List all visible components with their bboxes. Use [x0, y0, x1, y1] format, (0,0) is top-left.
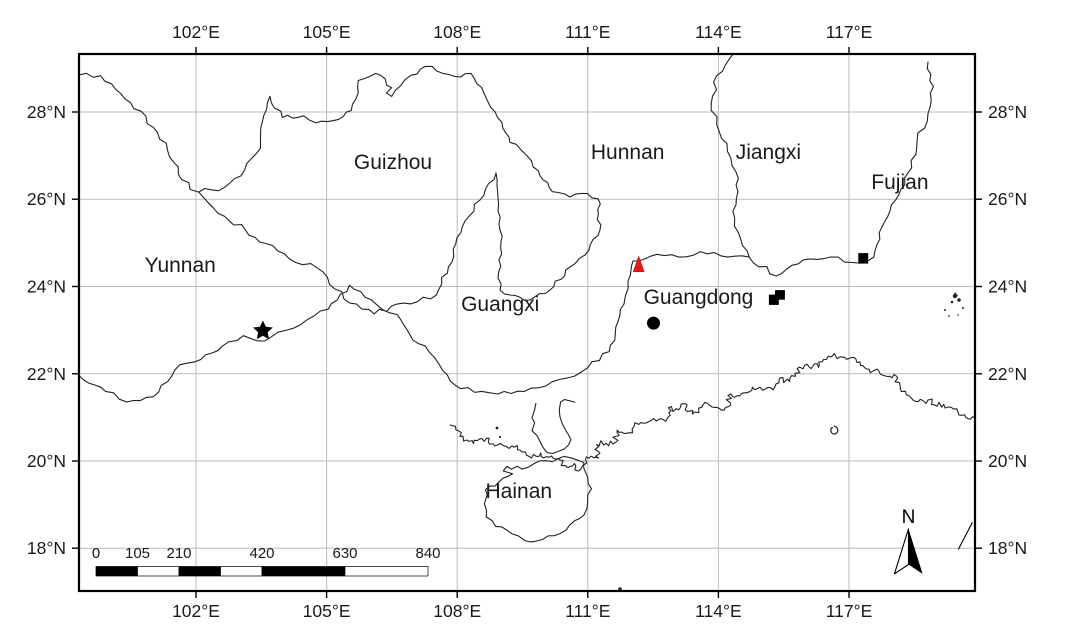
- svg-text:Hainan: Hainan: [486, 480, 553, 503]
- svg-text:26°N: 26°N: [988, 189, 1027, 209]
- svg-text:210: 210: [166, 545, 191, 562]
- svg-text:105°E: 105°E: [303, 22, 351, 42]
- svg-text:117°E: 117°E: [826, 22, 873, 42]
- svg-text:102°E: 102°E: [172, 22, 220, 42]
- svg-text:24°N: 24°N: [27, 277, 66, 297]
- svg-text:114°E: 114°E: [695, 601, 742, 621]
- svg-text:630: 630: [332, 545, 357, 562]
- svg-text:26°N: 26°N: [27, 189, 66, 209]
- svg-text:105°E: 105°E: [303, 601, 351, 621]
- svg-text:108°E: 108°E: [433, 22, 481, 42]
- svg-text:108°E: 108°E: [433, 601, 481, 621]
- svg-text:420: 420: [249, 545, 274, 562]
- svg-text:N: N: [902, 507, 916, 528]
- svg-text:Guizhou: Guizhou: [354, 151, 432, 174]
- svg-text:111°E: 111°E: [565, 601, 610, 621]
- svg-text:18°N: 18°N: [988, 538, 1027, 558]
- svg-text:111°E: 111°E: [565, 22, 610, 42]
- svg-text:24°N: 24°N: [988, 277, 1027, 297]
- svg-text:22°N: 22°N: [27, 364, 66, 384]
- svg-text:840: 840: [415, 545, 440, 562]
- svg-text:18°N: 18°N: [27, 538, 66, 558]
- svg-text:102°E: 102°E: [172, 601, 220, 621]
- svg-text:28°N: 28°N: [988, 102, 1027, 122]
- svg-text:Guangdong: Guangdong: [644, 286, 754, 309]
- svg-text:Guangxi: Guangxi: [461, 293, 539, 316]
- svg-text:28°N: 28°N: [27, 102, 66, 122]
- svg-text:20°N: 20°N: [27, 451, 66, 471]
- svg-text:Fujian: Fujian: [871, 171, 928, 194]
- svg-text:Yunnan: Yunnan: [145, 254, 216, 277]
- svg-text:Hunnan: Hunnan: [591, 141, 665, 164]
- svg-text:22°N: 22°N: [988, 364, 1027, 384]
- svg-text:Jiangxi: Jiangxi: [736, 141, 801, 164]
- svg-text:0: 0: [92, 545, 100, 562]
- svg-text:117°E: 117°E: [826, 601, 873, 621]
- svg-text:114°E: 114°E: [695, 22, 742, 42]
- svg-text:105: 105: [125, 545, 150, 562]
- svg-text:20°N: 20°N: [988, 451, 1027, 471]
